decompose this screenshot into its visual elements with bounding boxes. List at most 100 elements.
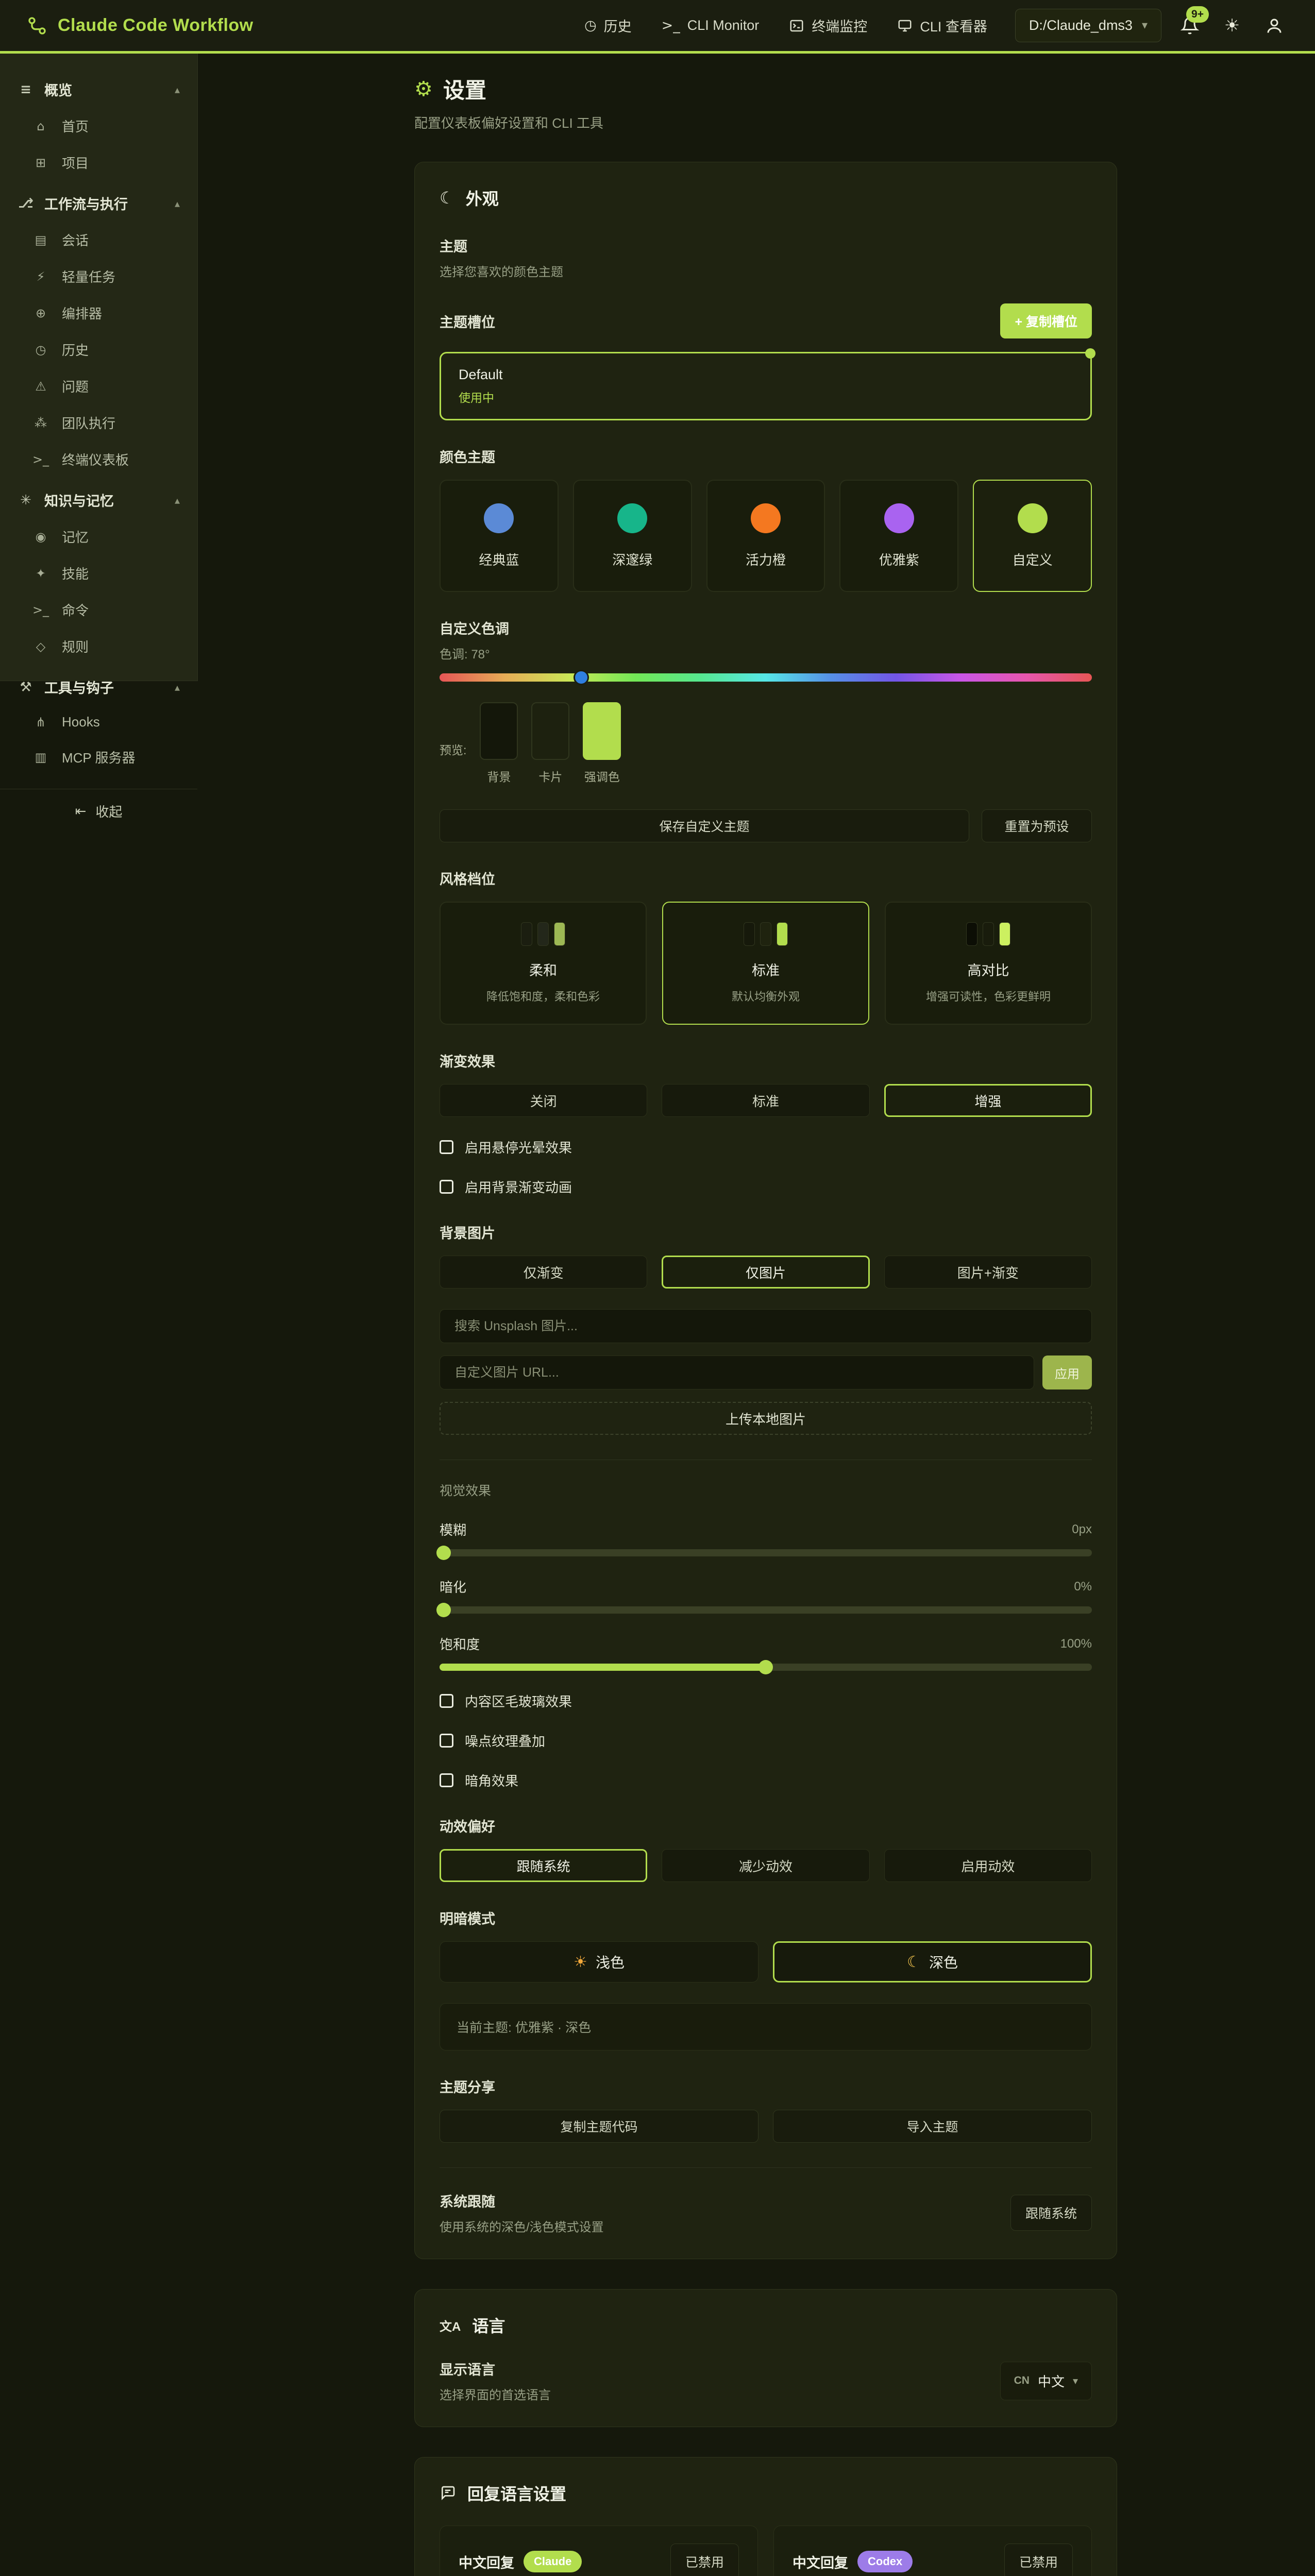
active-dot xyxy=(1085,348,1095,359)
bg-mode-gradient-button[interactable]: 仅渐变 xyxy=(440,1256,648,1289)
nav-history[interactable]: ◷ 历史 xyxy=(584,18,632,35)
motion-reduce-button[interactable]: 减少动效 xyxy=(662,1849,870,1882)
hover-glow-checkbox[interactable] xyxy=(440,1140,453,1154)
workspace-selector[interactable]: D:/Claude_dms3 ▾ xyxy=(1015,9,1161,42)
page-subtitle: 配置仪表板偏好设置和 CLI 工具 xyxy=(414,115,603,131)
bg-mode-image-button[interactable]: 仅图片 xyxy=(662,1256,870,1289)
sidebar-item-team-execution[interactable]: ⁂ 团队执行 xyxy=(0,404,197,441)
sidebar-group-tools[interactable]: ⚒ 工具与钩子 ▴ xyxy=(0,669,197,705)
style-option-high-contrast[interactable]: 高对比 增强可读性，色彩更鲜明 xyxy=(885,902,1092,1025)
theme-option-deep-green[interactable]: 深邃绿 xyxy=(572,480,692,592)
apply-url-button[interactable]: 应用 xyxy=(1042,1355,1092,1389)
sidebar-item-skills[interactable]: ✦ 技能 xyxy=(0,555,197,591)
sidebar-item-issues[interactable]: ⚠ 问题 xyxy=(0,368,197,404)
sidebar-item-commands[interactable]: >_ 命令 xyxy=(32,602,89,619)
dark-mode-button[interactable]: ☾ 深色 xyxy=(773,1941,1092,1982)
light-mode-button[interactable]: ☀ 浅色 xyxy=(440,1941,758,1982)
import-theme-button[interactable]: 导入主题 xyxy=(773,2110,1092,2143)
sidebar-group-workflow[interactable]: ⎇ 工作流与执行 ▴ xyxy=(18,195,180,213)
reply-card-codex: 中文回复 Codex 已禁用 在 ~/.codex/AGENTS.md 中启用中… xyxy=(773,2526,1092,2576)
sidebar-item-history[interactable]: ◷ 历史 xyxy=(0,331,197,368)
speech-bubble-icon xyxy=(440,2485,456,2501)
noise-checkbox-row[interactable]: 噪点纹理叠加 xyxy=(440,1731,1092,1750)
blur-value: 0px xyxy=(1072,1522,1092,1536)
nav-terminal-monitor[interactable]: 终端监控 xyxy=(789,15,867,36)
bg-animation-checkbox-row[interactable]: 启用背景渐变动画 xyxy=(440,1177,1092,1196)
reply-card-claude: 中文回复 Claude 已禁用 在 ~/.claude/CLAUDE.md 中启… xyxy=(440,2526,758,2576)
blur-slider-thumb[interactable] xyxy=(436,1546,451,1560)
darken-slider-thumb[interactable] xyxy=(436,1603,451,1617)
nav-cli-monitor[interactable]: >_ CLI Monitor xyxy=(661,18,760,33)
sidebar-item-terminal-dashboard[interactable]: >_ 终端仪表板 xyxy=(32,452,129,468)
codex-reply-toggle-button[interactable]: 已禁用 xyxy=(1004,2544,1073,2576)
sidebar-item-rules[interactable]: ◇ 规则 xyxy=(0,628,197,665)
sidebar-item-projects[interactable]: ⊞ 项目 xyxy=(0,144,197,181)
sidebar-item-sessions[interactable]: ▤ 会话 xyxy=(0,222,197,258)
darken-slider[interactable] xyxy=(436,1603,1092,1617)
theme-toggle-button[interactable]: ☀ xyxy=(1218,15,1246,36)
page-title: 设置 xyxy=(443,78,486,103)
nodes-icon: ⊕ xyxy=(35,306,46,320)
nav-cli-viewer[interactable]: CLI 查看器 xyxy=(897,15,987,36)
blur-slider[interactable] xyxy=(436,1546,1092,1560)
terminal-icon: >_ xyxy=(32,602,49,617)
bg-animation-checkbox[interactable] xyxy=(440,1180,453,1194)
sidebar-group-overview[interactable]: ≡ 概览 ▴ xyxy=(0,71,197,108)
hue-slider[interactable] xyxy=(440,670,1092,685)
reset-to-preset-button[interactable]: 重置为预设 xyxy=(982,809,1092,842)
sidebar-item-light-tasks[interactable]: ⚡ 轻量任务 xyxy=(0,258,197,295)
user-menu-button[interactable] xyxy=(1260,16,1288,35)
clock-icon: ◷ xyxy=(584,18,597,33)
gear-icon: ⚙ xyxy=(414,77,433,101)
theme-slot-label: 主题槽位 xyxy=(440,314,495,330)
language-select[interactable]: CN 中文 ▾ xyxy=(1000,2361,1092,2400)
custom-image-url-input[interactable] xyxy=(440,1355,1034,1389)
motion-enable-button[interactable]: 启用动效 xyxy=(884,1849,1092,1882)
copy-slot-button[interactable]: + 复制槽位 xyxy=(1000,303,1092,338)
theme-option-custom[interactable]: 自定义 xyxy=(973,480,1092,592)
gradient-standard-button[interactable]: 标准 xyxy=(662,1084,870,1117)
shield-icon: ◇ xyxy=(36,639,46,654)
unsplash-search-input[interactable] xyxy=(440,1309,1092,1343)
vignette-checkbox[interactable] xyxy=(440,1773,453,1787)
sidebar-item-hooks[interactable]: ⋔ Hooks xyxy=(0,705,197,739)
theme-slot-default[interactable]: Default 使用中 xyxy=(440,348,1095,420)
save-custom-theme-button[interactable]: 保存自定义主题 xyxy=(440,809,969,842)
vignette-checkbox-row[interactable]: 暗角效果 xyxy=(440,1771,1092,1790)
theme-option-vibrant-orange[interactable]: 活力橙 xyxy=(706,480,825,592)
copy-theme-code-button[interactable]: 复制主题代码 xyxy=(440,2110,758,2143)
sidebar-item-orchestrator[interactable]: ⊕ 编排器 xyxy=(0,295,197,331)
sidebar-group-knowledge[interactable]: ✳ 知识与记忆 ▴ xyxy=(0,482,197,518)
sidebar-item-mcp-servers[interactable]: ▥ MCP 服务器 xyxy=(0,739,197,775)
noise-checkbox[interactable] xyxy=(440,1734,453,1748)
sidebar-item-memory[interactable]: ◉ 记忆 xyxy=(0,518,197,555)
darken-label: 暗化 xyxy=(440,1580,467,1595)
hover-glow-checkbox-row[interactable]: 启用悬停光晕效果 xyxy=(440,1138,1092,1157)
follow-system-button[interactable]: 跟随系统 xyxy=(1010,2195,1092,2231)
saturation-slider[interactable] xyxy=(440,1660,1092,1674)
notifications-button[interactable]: 9+ xyxy=(1176,6,1209,35)
sidebar-collapse-button[interactable]: ⇤ 收起 xyxy=(0,789,197,833)
app-title: Claude Code Workflow xyxy=(58,15,254,35)
theme-option-elegant-purple[interactable]: 优雅紫 xyxy=(839,480,959,592)
motion-system-button[interactable]: 跟随系统 xyxy=(440,1849,648,1882)
claude-reply-toggle-button[interactable]: 已禁用 xyxy=(670,2544,739,2576)
theme-option-classic-blue[interactable]: 经典蓝 xyxy=(440,480,559,592)
gradient-off-button[interactable]: 关闭 xyxy=(440,1084,648,1117)
color-theme-label: 颜色主题 xyxy=(440,450,495,465)
gradient-enhanced-button[interactable]: 增强 xyxy=(884,1084,1092,1117)
sidebar-item-home[interactable]: ⌂ 首页 xyxy=(0,108,197,144)
style-option-standard[interactable]: 标准 默认均衡外观 xyxy=(662,902,869,1025)
language-card: 文A 语言 显示语言 选择界面的首选语言 CN 中文 ▾ xyxy=(414,2289,1117,2427)
home-icon: ⌂ xyxy=(37,118,45,133)
visual-effects-label: 视觉效果 xyxy=(440,1484,492,1498)
saturation-slider-thumb[interactable] xyxy=(758,1660,773,1674)
glass-checkbox[interactable] xyxy=(440,1694,453,1708)
workflow-icon: ⎇ xyxy=(18,195,33,211)
sun-icon: ☀ xyxy=(1224,15,1240,36)
style-option-soft[interactable]: 柔和 降低饱和度，柔和色彩 xyxy=(440,902,647,1025)
bg-mode-both-button[interactable]: 图片+渐变 xyxy=(884,1256,1092,1289)
upload-local-image-button[interactable]: 上传本地图片 xyxy=(440,1402,1092,1435)
hue-slider-thumb[interactable] xyxy=(573,670,589,685)
glass-checkbox-row[interactable]: 内容区毛玻璃效果 xyxy=(440,1691,1092,1710)
